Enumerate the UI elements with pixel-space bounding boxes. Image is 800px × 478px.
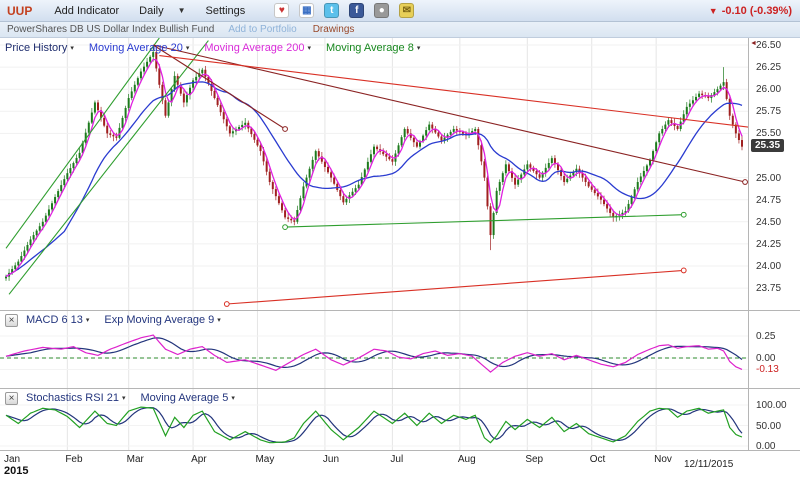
y-axis-tick: 25.75 xyxy=(756,106,782,118)
last-date-label: 12/11/2015 xyxy=(684,459,734,470)
y-axis: ◄ 26.50 26.25 26.00 25.75 25.50 25.00 24.75 24.… xyxy=(748,38,800,452)
y-axis-tick: 24.50 xyxy=(756,216,782,228)
year-label: 2015 xyxy=(4,465,29,477)
x-axis-month-label: Jun xyxy=(322,454,340,465)
stochastics-panel-header: × Stochastics RSI 21 ▾ Moving Average 5 ▾ xyxy=(5,391,250,405)
indicator-label: Moving Average 5 xyxy=(140,392,229,404)
x-axis-month-label: May xyxy=(255,454,275,465)
chevron-down-icon: ▾ xyxy=(416,45,421,52)
twitter-icon[interactable]: t xyxy=(324,3,340,18)
x-axis-month-label: Jan xyxy=(4,454,21,465)
indicator-dropdown[interactable]: Stochastics RSI 21 ▾ xyxy=(26,392,125,404)
y-axis-tick: 25.50 xyxy=(756,128,782,140)
panel-separator xyxy=(0,310,800,311)
x-axis: 2015 12/11/2015 Jan Feb Mar Apr May Jun Jul Aug… xyxy=(0,450,800,478)
stochastics-chart[interactable] xyxy=(0,388,748,450)
x-axis-month-label: Sep xyxy=(525,454,544,465)
camera-icon[interactable]: ● xyxy=(374,3,390,18)
x-axis-month-label: Feb xyxy=(65,454,83,465)
x-axis-month-label: Aug xyxy=(457,454,476,465)
toolbar-icons: ♥ ▦ t f ● ✉ xyxy=(269,3,419,18)
indicator-dropdown[interactable]: Exp Moving Average 9 ▾ xyxy=(104,314,220,326)
indicator-label: Stochastics RSI 21 xyxy=(26,392,119,404)
indicator-dropdown[interactable]: Moving Average 200 ▾ xyxy=(204,42,311,54)
indicator-dropdown[interactable]: Price History ▾ xyxy=(5,42,74,54)
y-axis-tick: 26.00 xyxy=(756,84,782,96)
indicator-dropdown[interactable]: Moving Average 20 ▾ xyxy=(89,42,190,54)
last-price-badge: 25.35 xyxy=(751,138,785,152)
indicator-label: Exp Moving Average 9 xyxy=(104,314,215,326)
indicator-label: Moving Average 8 xyxy=(325,42,414,54)
price-chart[interactable] xyxy=(0,38,748,310)
chevron-down-icon: ▾ xyxy=(231,395,235,402)
y-axis-tick: 24.00 xyxy=(756,261,782,272)
email-icon[interactable]: ✉ xyxy=(399,3,415,18)
main-toolbar: UUP Add Indicator Daily ▼ Settings ♥ ▦ t f ●… xyxy=(0,0,800,22)
indicator-dropdown[interactable]: MACD 6 13 ▾ xyxy=(26,314,89,326)
indicator-label: Moving Average 20 xyxy=(88,42,183,54)
panel-separator xyxy=(0,388,800,389)
symbol-ticker: UUP xyxy=(7,3,33,18)
chevron-down-icon: ▾ xyxy=(185,45,190,52)
settings-button[interactable]: Settings xyxy=(205,4,246,17)
price-change: ▼ -0.10 (-0.39%) xyxy=(709,5,792,17)
x-axis-month-label: Nov xyxy=(654,454,672,465)
x-axis-month-label: Mar xyxy=(126,454,144,465)
chevron-down-icon: ▾ xyxy=(70,45,74,52)
y-axis-tick: -0.13 xyxy=(756,364,779,376)
chevron-down-icon: ▾ xyxy=(307,45,311,52)
y-axis-tick: 0.00 xyxy=(756,353,776,364)
y-axis-tick: 26.50 xyxy=(756,40,782,51)
indicator-label: MACD 6 13 xyxy=(26,314,83,326)
indicator-label: Price History xyxy=(5,42,68,54)
facebook-icon[interactable]: f xyxy=(349,3,365,18)
x-axis-month-label: Jul xyxy=(390,454,404,465)
drawings-button[interactable]: Drawings xyxy=(312,24,355,35)
y-axis-tick: 50.00 xyxy=(756,420,782,432)
y-axis-tick: 25.00 xyxy=(756,172,782,184)
indicator-dropdown[interactable]: Moving Average 8 ▾ xyxy=(326,42,420,54)
chart-area: Price History ▾ Moving Average 20 ▾ Moving A… xyxy=(0,38,800,478)
indicator-label: Moving Average 200 xyxy=(204,42,305,54)
fund-name: PowerShares DB US Dollar Index Bullish F… xyxy=(7,24,215,35)
add-indicator-button[interactable]: Add Indicator xyxy=(54,4,120,17)
axis-scroll-icon: ◄ xyxy=(750,40,757,47)
x-axis-month-label: Oct xyxy=(589,454,606,465)
macd-panel-header: × MACD 6 13 ▾ Exp Moving Average 9 ▾ xyxy=(5,313,236,327)
y-axis-tick: 24.25 xyxy=(756,238,782,250)
close-panel-button[interactable]: × xyxy=(5,313,18,327)
timeframe-dropdown[interactable]: Daily ▼ xyxy=(139,5,185,17)
y-axis-tick: 0.00 xyxy=(756,441,776,452)
indicator-dropdown[interactable]: Moving Average 5 ▾ xyxy=(140,392,234,404)
y-axis-tick: 26.25 xyxy=(756,62,782,74)
x-axis-month-label: Apr xyxy=(191,454,207,465)
alerts-icon[interactable]: ♥ xyxy=(274,3,290,18)
symbol-subbar: PowerShares DB US Dollar Index Bullish F… xyxy=(0,22,800,38)
down-arrow-icon: ▼ xyxy=(708,5,718,16)
y-axis-tick: 100.00 xyxy=(756,400,787,411)
chevron-down-icon: ▾ xyxy=(121,395,126,402)
add-to-portfolio-link[interactable]: Add to Portfolio xyxy=(228,24,297,35)
price-panel-header: Price History ▾ Moving Average 20 ▾ Moving A… xyxy=(5,41,435,55)
change-text: -0.10 (-0.39%) xyxy=(721,4,792,17)
chart-window-icon[interactable]: ▦ xyxy=(299,3,315,18)
chevron-down-icon: ▾ xyxy=(217,317,221,324)
y-axis-tick: 0.25 xyxy=(756,331,776,342)
close-panel-button[interactable]: × xyxy=(5,391,18,405)
chevron-down-icon: ▾ xyxy=(85,317,90,324)
y-axis-tick: 24.75 xyxy=(756,194,782,206)
chevron-down-icon: ▼ xyxy=(177,6,186,15)
y-axis-tick: 23.75 xyxy=(756,283,782,295)
timeframe-value: Daily xyxy=(139,4,164,17)
macd-chart[interactable] xyxy=(0,310,748,388)
